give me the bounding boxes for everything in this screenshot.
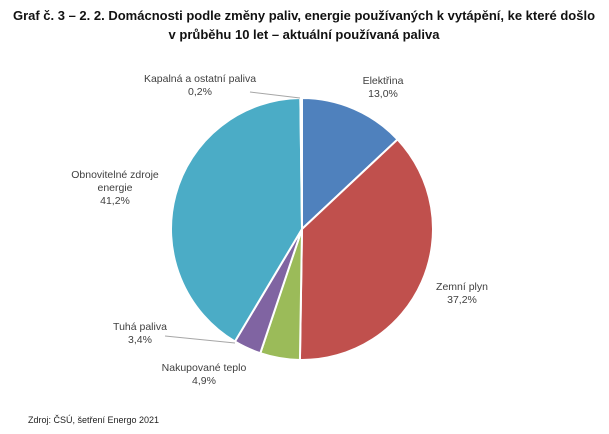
- chart-title-line-2: v průběhu 10 let – aktuální používaná pa…: [168, 27, 440, 42]
- source-note: Zdroj: ČSÚ, šetření Energo 2021: [28, 415, 160, 425]
- pie-slice-1: [301, 96, 399, 232]
- pie-slice-6: [299, 96, 303, 230]
- pie-slice-5: [170, 96, 304, 343]
- slice-label-1: Elektřina 13,0%: [363, 75, 404, 100]
- chart-title-line-1: Graf č. 3 – 2. 2. Domácnosti podle změny…: [12, 8, 596, 23]
- slice-label-6: Kapalná a ostatní paliva 0,2%: [144, 73, 256, 98]
- chart-title: Graf č. 3 – 2. 2. Domácnosti podle změny…: [4, 6, 604, 44]
- leader-line-4: [164, 335, 236, 344]
- slice-label-5: Obnovitelné zdroje energie 41,2%: [71, 169, 159, 207]
- leader-line-6: [249, 91, 301, 99]
- slice-label-2: Zemní plyn 37,2%: [436, 281, 488, 306]
- slice-label-4: Tuhá paliva 3,4%: [113, 321, 167, 346]
- pie-slice-2: [298, 137, 434, 361]
- slice-label-3: Nakupované teplo 4,9%: [162, 362, 247, 387]
